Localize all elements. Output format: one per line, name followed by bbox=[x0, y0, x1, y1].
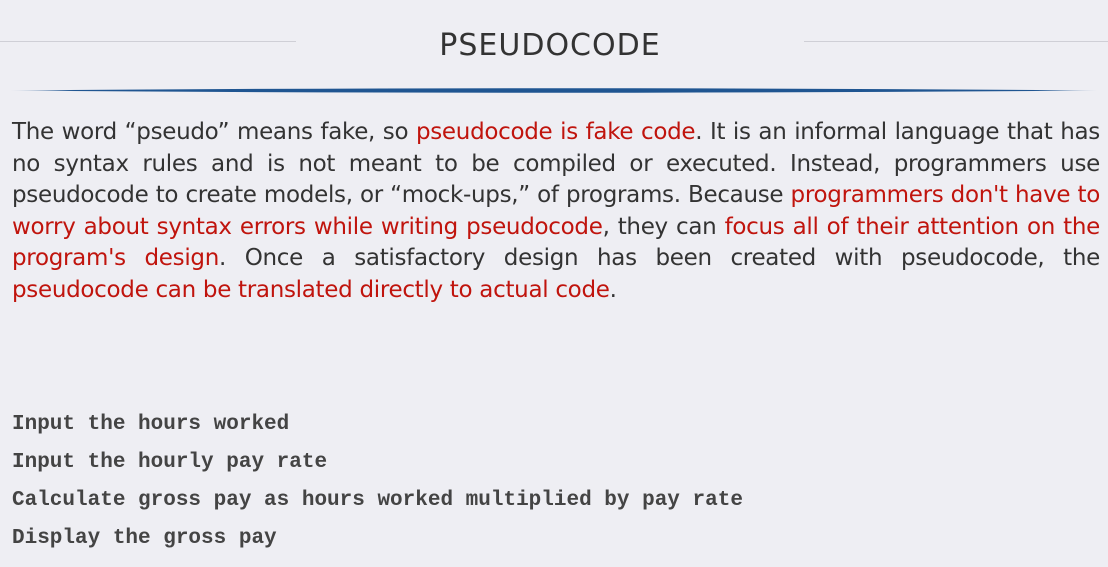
highlighted-phrase: focus all of their attention on the prog… bbox=[12, 213, 1100, 272]
slide-title: PSEUDOCODE bbox=[439, 28, 661, 63]
paragraph-segment: . bbox=[609, 276, 617, 303]
code-line: Input the hourly pay rate bbox=[12, 451, 328, 474]
title-divider-right bbox=[804, 41, 1108, 42]
paragraph-segment: , they can bbox=[602, 213, 725, 240]
title-divider-left bbox=[0, 41, 296, 42]
paragraph-segment: . It is an informal language that has no… bbox=[12, 119, 1100, 208]
code-line: Calculate gross pay as hours worked mult… bbox=[12, 489, 743, 512]
paragraph-segment: The word “pseudo” means fake, so bbox=[12, 119, 416, 145]
code-line: Input the hours worked bbox=[12, 413, 290, 436]
highlighted-phrase: programmers don't have to worry about sy… bbox=[12, 182, 1100, 240]
pseudocode-example: Input the hours worked Input the hourly … bbox=[12, 406, 1092, 558]
code-line: Display the gross pay bbox=[12, 527, 277, 550]
highlighted-phrase: pseudocode is fake code bbox=[415, 119, 696, 145]
description-paragraph: The word “pseudo” means fake, so pseudoc… bbox=[12, 117, 1100, 306]
title-underline bbox=[10, 87, 1098, 94]
paragraph-segment: . Once a satisfactory design has been cr… bbox=[219, 245, 1101, 271]
highlighted-phrase: pseudocode can be translated directly to… bbox=[12, 276, 610, 303]
